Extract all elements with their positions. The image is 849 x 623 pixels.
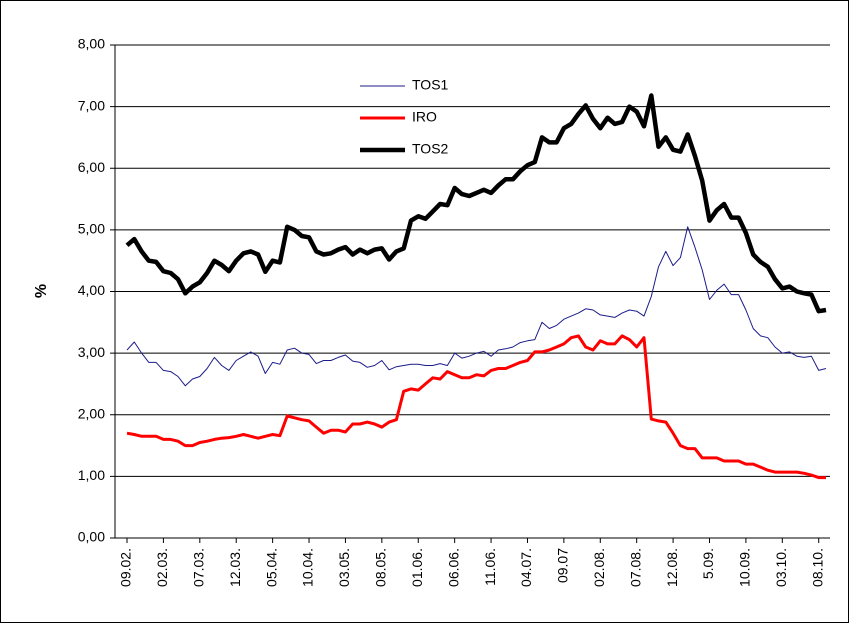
x-tick-label: 09.02. <box>118 548 134 587</box>
x-tick-label: 10.04. <box>300 548 316 587</box>
x-tick-label: 06.06. <box>445 548 461 587</box>
x-tick-label: 12.03. <box>227 548 243 587</box>
x-tick-label: 02.03. <box>154 548 170 587</box>
y-tick-label: 4,00 <box>78 282 105 298</box>
y-tick-label: 5,00 <box>78 221 105 237</box>
y-tick-label: 8,00 <box>78 36 105 52</box>
x-tick-label: 01.06. <box>409 548 425 587</box>
y-tick-label: 3,00 <box>78 344 105 360</box>
legend-label: IRO <box>412 109 437 125</box>
series-line <box>126 226 827 387</box>
y-tick-label: 2,00 <box>78 405 105 421</box>
x-tick-label: 05.04. <box>263 548 279 587</box>
x-tick-label: 07.08. <box>627 548 643 587</box>
y-tick-label: 0,00 <box>78 529 105 545</box>
x-tick-label: 07.03. <box>191 548 207 587</box>
x-tick-label: 11.06. <box>482 548 498 586</box>
y-tick-label: 7,00 <box>78 97 105 113</box>
legend-label: TOS2 <box>412 141 449 157</box>
x-tick-label: 03.05. <box>336 548 352 587</box>
x-tick-label: 10.09. <box>737 548 753 587</box>
x-tick-label: 08.10. <box>809 548 825 587</box>
legend-label: TOS1 <box>412 77 449 93</box>
x-tick-label: 04.07. <box>518 548 534 587</box>
y-tick-label: 1,00 <box>78 467 105 483</box>
x-tick-label: 12.08. <box>664 548 680 587</box>
x-tick-label: 08.05. <box>373 548 389 587</box>
y-axis-label: % <box>33 284 50 298</box>
y-tick-label: 6,00 <box>78 159 105 175</box>
series-line <box>126 334 826 480</box>
series-line <box>125 93 827 314</box>
x-tick-label: 09.07 <box>555 548 571 583</box>
x-tick-label: 02.08. <box>591 548 607 587</box>
x-tick-label: 03.10. <box>773 548 789 587</box>
x-tick-label: 5.09. <box>700 548 716 579</box>
